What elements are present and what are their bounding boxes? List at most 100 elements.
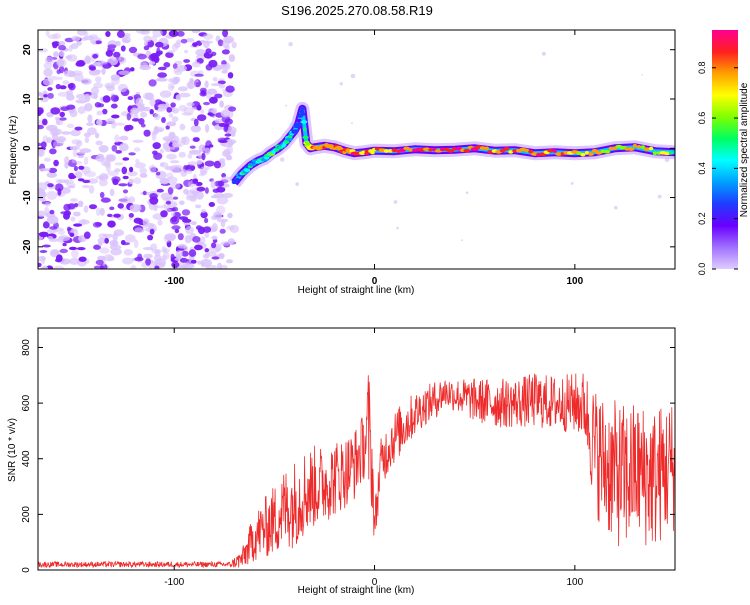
noise-blob <box>209 96 218 104</box>
noise-blob <box>73 144 81 151</box>
noise-blob <box>135 97 144 106</box>
ridge-bead <box>247 162 256 167</box>
noise-blob <box>94 40 102 45</box>
noise-blob <box>95 140 103 146</box>
ridge-bead <box>301 112 306 116</box>
noise-blob <box>47 183 54 188</box>
ridge-bead <box>584 151 589 155</box>
noise-blob <box>201 208 207 214</box>
noise-blob <box>139 167 147 175</box>
ridge-bead <box>447 149 455 153</box>
noise-blob <box>202 33 214 40</box>
noise-blob <box>106 85 115 92</box>
noise-blob <box>84 103 93 112</box>
noise-blob <box>172 78 179 85</box>
noise-blob <box>107 44 117 49</box>
noise-blob <box>190 79 199 83</box>
noise-blob <box>202 226 212 233</box>
noise-blob <box>203 101 211 106</box>
noise-blob <box>182 218 192 223</box>
noise-blob <box>216 218 229 223</box>
noise-blob <box>195 48 206 57</box>
noise-blob <box>176 65 187 72</box>
noise-blob <box>110 103 118 109</box>
noise-blob <box>211 235 218 240</box>
noise-blob <box>44 206 50 215</box>
noise-speck <box>461 239 464 242</box>
noise-blob <box>161 246 167 253</box>
noise-blob <box>166 121 177 127</box>
noise-blob <box>226 139 237 145</box>
ridge-bead <box>294 122 303 127</box>
noise-blob <box>84 31 89 37</box>
noise-blob <box>170 253 175 260</box>
ridge-bead <box>463 148 471 153</box>
ridge-bead <box>499 148 506 153</box>
noise-blob <box>100 197 111 203</box>
snr-y-label: SNR (10 * v/v) <box>7 418 18 482</box>
colorbar-tick-label: 0.2 <box>697 212 707 225</box>
noise-blob <box>73 223 83 227</box>
noise-blob <box>128 217 133 221</box>
noise-blob <box>149 109 154 115</box>
noise-blob <box>54 116 60 120</box>
noise-blob <box>167 186 174 195</box>
ridge-bead <box>508 150 514 154</box>
noise-blob <box>70 129 81 137</box>
noise-blob <box>41 197 47 202</box>
noise-blob <box>174 228 180 234</box>
noise-blob <box>102 95 111 103</box>
noise-blob <box>95 132 100 139</box>
noise-blob <box>47 92 54 99</box>
noise-blob <box>170 102 176 108</box>
noise-blob <box>49 209 55 215</box>
noise-blob <box>189 149 201 155</box>
noise-blob <box>94 102 102 108</box>
noise-blob <box>58 41 66 46</box>
noise-blob <box>135 30 148 34</box>
noise-blob <box>192 137 200 142</box>
x-tick-label: 100 <box>566 577 583 588</box>
noise-blob <box>128 213 134 218</box>
noise-blob <box>212 77 218 82</box>
y-tick-label: -20 <box>22 239 33 254</box>
noise-blob <box>225 37 233 44</box>
noise-blob <box>124 32 131 38</box>
noise-blob <box>122 257 134 265</box>
noise-blob <box>196 191 204 200</box>
noise-blob <box>98 241 103 247</box>
noise-blob <box>45 30 50 36</box>
noise-blob <box>154 265 160 269</box>
noise-blob <box>148 53 158 62</box>
noise-blob <box>73 165 78 172</box>
noise-blob <box>122 175 129 180</box>
noise-blob <box>39 250 48 253</box>
noise-blob <box>226 259 233 264</box>
noise-blob <box>128 178 134 185</box>
noise-blob <box>67 83 74 89</box>
noise-blob <box>168 30 179 37</box>
snr-x-ticks: -100 0 100 <box>164 328 584 588</box>
ridge-bead <box>299 106 306 111</box>
noise-blob <box>174 70 183 75</box>
noise-blob <box>115 150 122 154</box>
noise-blob <box>58 235 71 242</box>
noise-blob <box>220 64 228 69</box>
noise-blob <box>74 171 83 179</box>
noise-blob <box>187 161 198 166</box>
noise-blob <box>166 176 178 184</box>
noise-blob <box>231 41 237 49</box>
noise-blob <box>177 243 187 249</box>
noise-blob <box>93 244 101 250</box>
noise-blob <box>177 86 188 92</box>
noise-speck <box>295 182 300 187</box>
noise-blob <box>64 210 71 216</box>
noise-blob <box>129 204 142 213</box>
noise-blob <box>65 182 76 187</box>
ridge-bead <box>627 147 635 151</box>
noise-blob <box>113 213 121 218</box>
noise-speck <box>280 157 285 162</box>
noise-blob <box>155 41 164 48</box>
ridge-bead <box>555 152 563 156</box>
noise-blob <box>130 67 135 72</box>
